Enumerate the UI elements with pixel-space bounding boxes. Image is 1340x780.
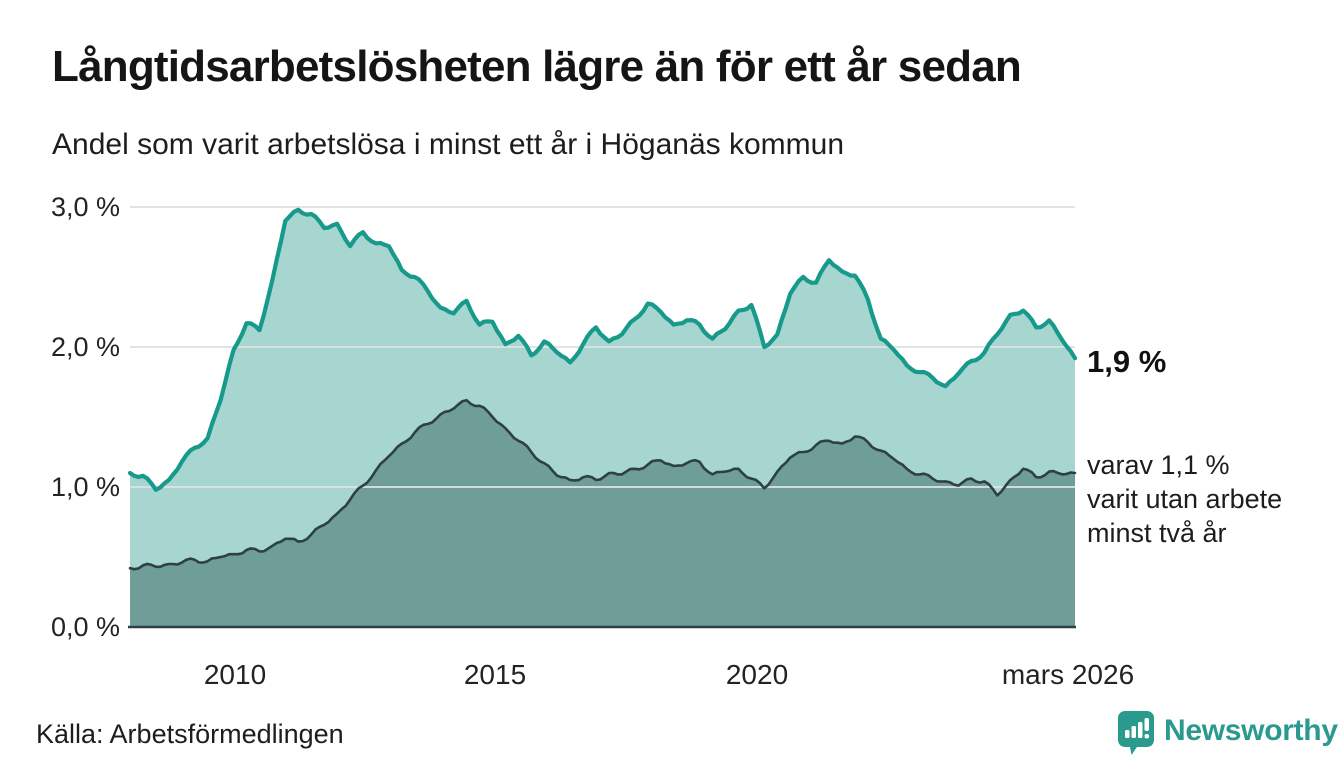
x-tick-mars-2026: mars 2026 — [1001, 659, 1135, 690]
page-subtitle: Andel som varit arbetslösa i minst ett å… — [52, 128, 844, 161]
newsworthy-logo: Newsworthy — [1116, 709, 1338, 757]
page-title: Långtidsarbetslösheten lägre än för ett … — [52, 42, 1022, 91]
y-tick-2: 2,0 % — [50, 332, 120, 362]
y-tick-0: 0,0 % — [50, 612, 120, 642]
latest-value-label: 1,9 % — [1087, 344, 1167, 379]
x-tick-2020: 2020 — [725, 659, 789, 690]
newsworthy-logo-text: Newsworthy — [1164, 714, 1338, 747]
y-tick-3: 3,0 % — [50, 192, 120, 222]
newsworthy-bubble-chart-icon — [1118, 711, 1154, 755]
source-label: Källa: Arbetsförmedlingen — [36, 719, 344, 749]
x-tick-2015: 2015 — [463, 659, 527, 690]
x-tick-2010: 2010 — [203, 659, 267, 690]
y-tick-1: 1,0 % — [50, 472, 120, 502]
two-year-note-label: varav 1,1 % varit utan arbete minst två … — [1087, 450, 1283, 548]
